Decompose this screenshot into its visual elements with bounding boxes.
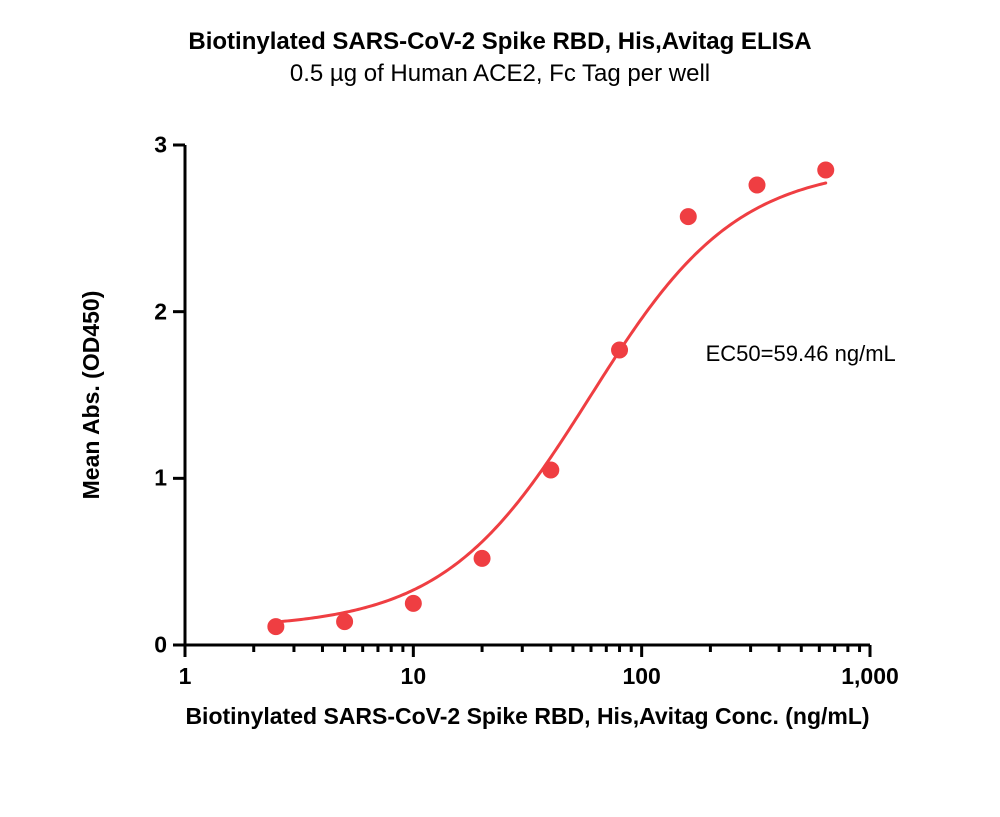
title-block: Biotinylated SARS-CoV-2 Spike RBD, His,A… [0,28,1000,88]
y-tick-label: 0 [143,632,167,659]
y-tick-label: 2 [143,298,167,325]
x-tick-label: 1,000 [841,663,899,690]
x-tick-label: 100 [622,663,660,690]
plot-area [185,145,870,645]
y-axis-title: Mean Abs. (OD450) [78,291,105,500]
x-tick-label: 10 [401,663,427,690]
chart-svg [185,145,870,645]
x-tick-label: 1 [179,663,192,690]
title-line2: 0.5 µg of Human ACE2, Fc Tag per well [0,60,1000,88]
title-line1: Biotinylated SARS-CoV-2 Spike RBD, His,A… [0,28,1000,56]
y-tick-label: 1 [143,465,167,492]
y-tick-label: 3 [143,132,167,159]
x-axis-title: Biotinylated SARS-CoV-2 Spike RBD, His,A… [185,703,870,730]
ec50-annotation: EC50=59.46 ng/mL [706,341,896,367]
figure-canvas: Biotinylated SARS-CoV-2 Spike RBD, His,A… [0,0,1000,817]
